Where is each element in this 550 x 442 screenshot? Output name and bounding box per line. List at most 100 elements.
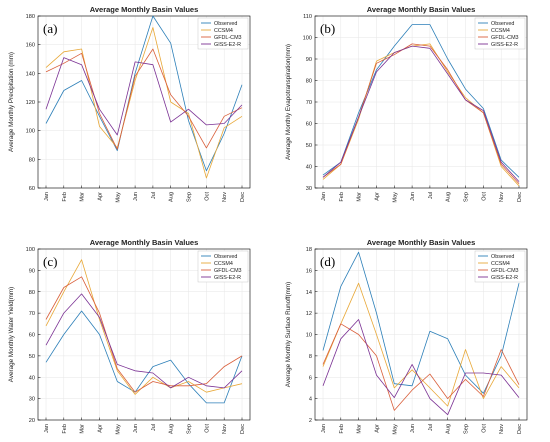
legend-entry: Observed xyxy=(491,254,514,260)
legend-entry: CCSM4 xyxy=(214,28,233,34)
legend-entry: GISS-E2-R xyxy=(491,275,518,281)
x-tick-label: Apr xyxy=(374,424,380,433)
x-tick-label: May xyxy=(392,192,398,203)
series-line-giss-e2-r xyxy=(322,319,520,416)
x-tick-label: Jun xyxy=(410,192,416,201)
x-tick-label: Nov xyxy=(222,192,228,202)
y-tick-label: 40 xyxy=(306,165,312,171)
legend-entry: Observed xyxy=(491,21,514,27)
y-tick-label: 60 xyxy=(29,186,35,192)
x-tick-label: Nov xyxy=(499,424,505,434)
series-line-observed xyxy=(45,15,243,172)
y-tick-label: 160 xyxy=(26,43,35,49)
y-tick-label: 90 xyxy=(306,57,312,63)
y-tick-label: 100 xyxy=(26,129,35,135)
series-line-observed xyxy=(45,310,243,404)
legend-entry: GFDL-CM3 xyxy=(214,35,242,41)
legend-entry: GISS-E2-R xyxy=(214,275,241,281)
y-tick-label: 8 xyxy=(309,354,312,360)
y-tick-label: 120 xyxy=(26,100,35,106)
y-tick-label: 180 xyxy=(26,14,35,20)
y-axis-label: Average Monthly Water Yield(mm) xyxy=(8,287,15,383)
x-tick-label: Sep xyxy=(464,424,470,434)
x-tick-label: May xyxy=(115,424,121,435)
series-line-observed xyxy=(322,251,520,394)
x-tick-label: Aug xyxy=(446,424,452,434)
x-tick-label: Mar xyxy=(80,192,86,202)
chart-panel-3: Average Monthly Basin Values 20 30 40 50 60 70… xyxy=(8,238,251,435)
panel-label: (c) xyxy=(43,254,57,269)
y-tick-label: 16 xyxy=(306,268,312,274)
legend-entry: GFDL-CM3 xyxy=(491,35,519,41)
x-tick-label: Jun xyxy=(410,424,416,433)
x-tick-label: Jun xyxy=(133,192,139,201)
x-tick-label: Mar xyxy=(80,424,86,434)
y-tick-label: 100 xyxy=(303,36,312,42)
x-tick-label: Feb xyxy=(62,192,68,202)
y-tick-label: 60 xyxy=(306,122,312,128)
x-tick-label: Oct xyxy=(204,192,210,201)
y-tick-label: 80 xyxy=(29,157,35,163)
x-tick-label: Dec xyxy=(240,424,246,434)
y-tick-label: 10 xyxy=(306,333,312,339)
x-tick-label: Jul xyxy=(428,424,434,431)
legend-entry: CCSM4 xyxy=(214,261,233,267)
y-tick-label: 70 xyxy=(306,100,312,106)
legend-entry: CCSM4 xyxy=(491,28,510,34)
y-tick-label: 18 xyxy=(306,247,312,253)
legend-entry: GFDL-CM3 xyxy=(214,268,242,274)
x-tick-label: Nov xyxy=(499,192,505,202)
y-tick-label: 12 xyxy=(306,311,312,317)
y-axis-label: Average Monthly Precipitation (mm) xyxy=(8,52,15,152)
x-tick-label: Jan xyxy=(321,424,327,433)
series-line-gfdl-cm3 xyxy=(45,48,243,150)
series-line-observed xyxy=(322,24,520,178)
x-tick-label: Jul xyxy=(428,192,434,199)
x-tick-label: Dec xyxy=(517,424,523,434)
series-line-ccsm4 xyxy=(45,259,243,395)
y-tick-label: 60 xyxy=(29,333,35,339)
x-tick-label: Apr xyxy=(97,424,103,433)
x-tick-label: Jul xyxy=(151,424,157,431)
series-line-giss-e2-r xyxy=(45,293,243,389)
x-tick-label: Sep xyxy=(187,424,193,434)
x-tick-label: Aug xyxy=(446,192,452,202)
chart-title: Average Monthly Basin Values xyxy=(367,238,476,247)
legend-entry: CCSM4 xyxy=(491,261,510,267)
x-tick-label: Apr xyxy=(97,192,103,201)
y-tick-label: 30 xyxy=(29,397,35,403)
x-tick-label: Feb xyxy=(339,424,345,434)
series-line-giss-e2-r xyxy=(45,57,243,136)
y-tick-label: 20 xyxy=(29,418,35,424)
chart-title: Average Monthly Basin Values xyxy=(90,5,199,14)
legend-entry: Observed xyxy=(214,21,237,27)
x-tick-label: Jan xyxy=(44,424,50,433)
y-tick-label: 30 xyxy=(306,186,312,192)
legend-entry: GISS-E2-R xyxy=(491,42,518,48)
series-line-ccsm4 xyxy=(322,43,520,187)
y-axis-label: Average Monthly Surface Runoff(mm) xyxy=(285,282,292,387)
chart-title: Average Monthly Basin Values xyxy=(367,5,476,14)
x-tick-label: Apr xyxy=(374,192,380,201)
legend-entry: GISS-E2-R xyxy=(214,42,241,48)
y-tick-label: 70 xyxy=(29,311,35,317)
x-tick-label: May xyxy=(115,192,121,203)
series-line-gfdl-cm3 xyxy=(322,43,520,184)
y-tick-label: 50 xyxy=(29,354,35,360)
series-line-giss-e2-r xyxy=(322,45,520,182)
chart-title: Average Monthly Basin Values xyxy=(90,238,199,247)
series-line-gfdl-cm3 xyxy=(45,276,243,393)
x-tick-label: Aug xyxy=(169,424,175,434)
x-tick-label: Dec xyxy=(240,192,246,202)
x-tick-label: Sep xyxy=(187,192,193,202)
legend-entry: Observed xyxy=(214,254,237,260)
series-line-ccsm4 xyxy=(45,27,243,179)
x-tick-label: Nov xyxy=(222,424,228,434)
panel-label: (d) xyxy=(320,254,335,269)
y-tick-label: 80 xyxy=(29,290,35,296)
panel-label: (b) xyxy=(320,21,335,36)
x-tick-label: Jan xyxy=(44,192,50,201)
